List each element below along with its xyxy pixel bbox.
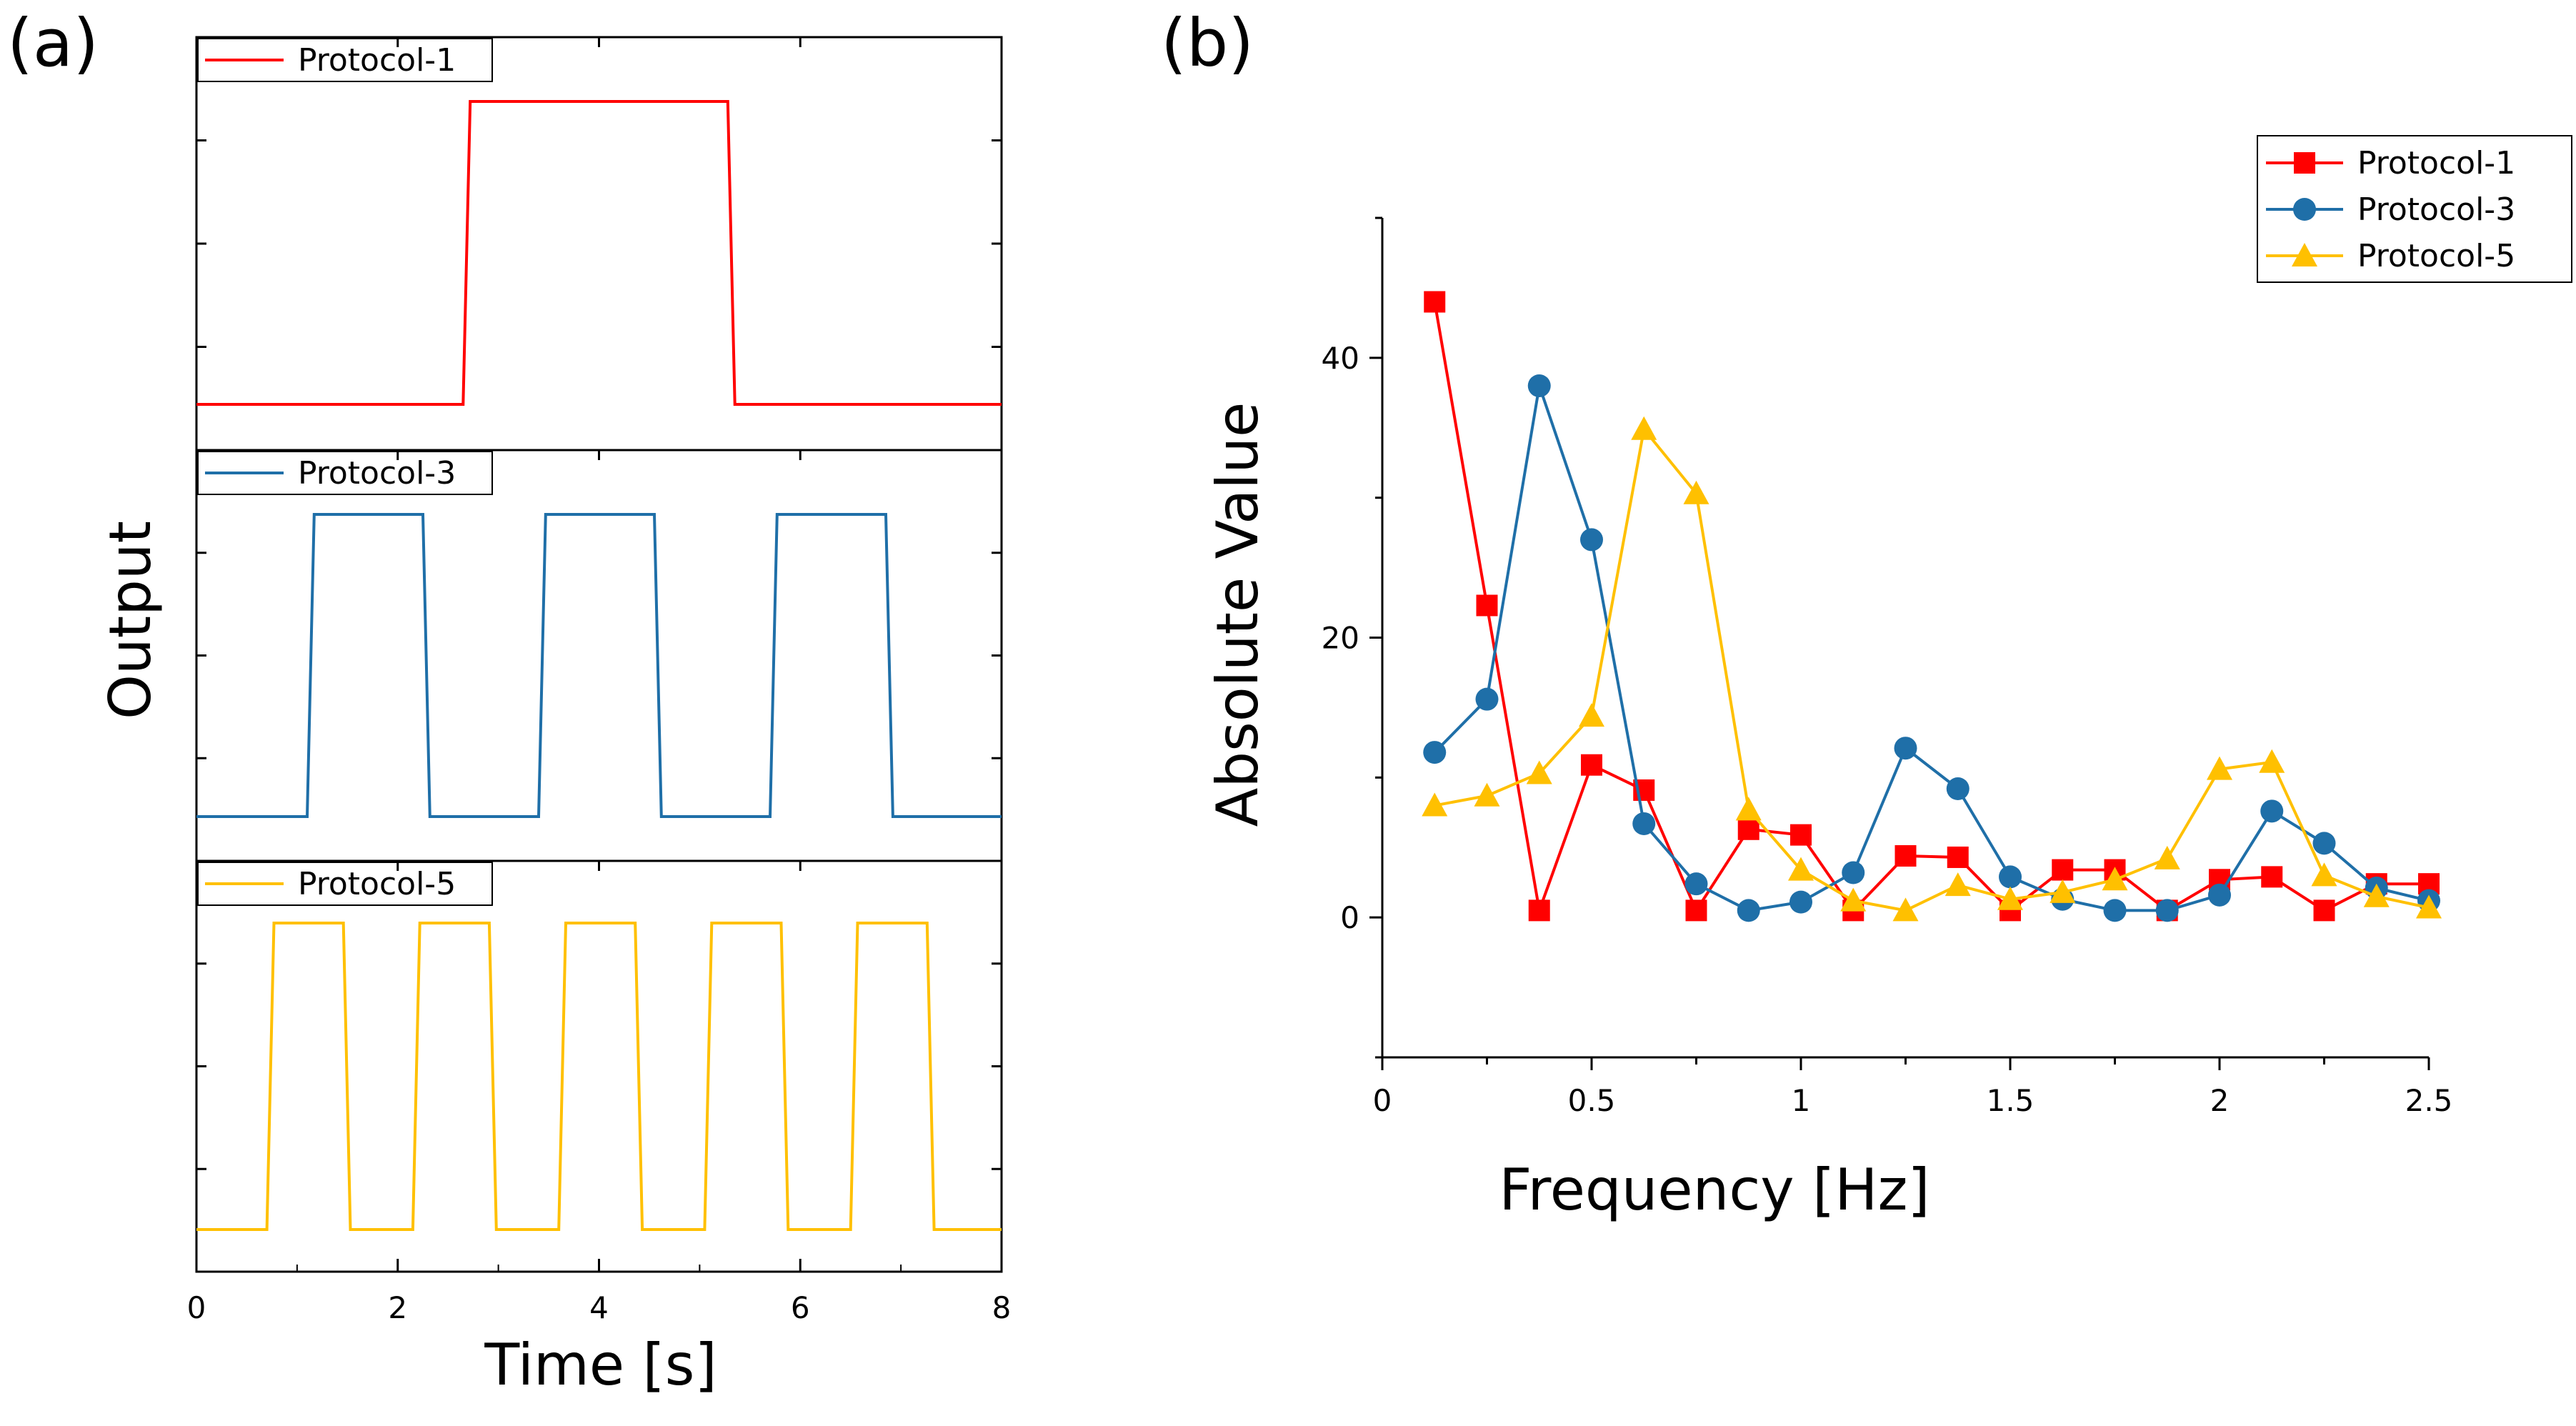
data-point-protocol-3 xyxy=(1527,374,1551,397)
x-tick-label: 1 xyxy=(1792,1083,1811,1118)
data-point-protocol-5 xyxy=(2259,749,2285,773)
data-point-protocol-3 xyxy=(1894,737,1917,760)
data-point-protocol-1 xyxy=(2261,866,2283,888)
data-point-protocol-3 xyxy=(1737,899,1760,922)
x-tick-label: 2 xyxy=(388,1290,407,1325)
data-point-protocol-5 xyxy=(2102,867,2128,891)
data-point-protocol-3 xyxy=(1999,865,2022,889)
data-point-protocol-3 xyxy=(2260,799,2284,823)
x-tick-label: 0.5 xyxy=(1568,1083,1616,1118)
x-tick-label: 0 xyxy=(187,1290,206,1325)
legend-label-protocol-1: Protocol-1 xyxy=(2357,145,2515,181)
data-point-protocol-1 xyxy=(1581,754,1602,776)
panel-a-time-plots: Protocol-1 Protocol-3 Protocol-5 0 2 4 6 8 xyxy=(187,36,1012,1325)
data-point-protocol-3 xyxy=(2312,832,2336,855)
data-point-protocol-3 xyxy=(2155,899,2179,922)
panel-a-ylabel: Output xyxy=(97,521,164,719)
data-point-protocol-1 xyxy=(2313,899,2335,922)
x-tick-label: 1.5 xyxy=(1987,1083,2035,1118)
legend-label-protocol-5: Protocol-5 xyxy=(2357,238,2515,274)
series-line-protocol-3 xyxy=(1433,385,2430,912)
data-point-protocol-5 xyxy=(1474,782,1500,807)
data-point-protocol-5 xyxy=(1631,416,1657,440)
x-tick-label: 2.5 xyxy=(2405,1083,2453,1118)
y-tick-label: 20 xyxy=(1322,621,1359,656)
panel-a-label: (a) xyxy=(7,5,99,81)
data-point-protocol-3 xyxy=(1423,741,1447,764)
data-point-protocol-1 xyxy=(1737,818,1759,840)
legend-marker-protocol-3 xyxy=(2293,198,2316,221)
data-point-protocol-3 xyxy=(1789,890,1812,914)
subplot-frame-2 xyxy=(195,449,1003,862)
data-point-protocol-3 xyxy=(1842,861,1865,884)
data-point-protocol-5 xyxy=(2416,894,2442,919)
data-point-protocol-3 xyxy=(1684,872,1708,896)
data-point-protocol-5 xyxy=(1788,857,1814,881)
series-line-protocol-5 xyxy=(1434,426,2430,912)
data-point-protocol-5 xyxy=(1422,792,1448,817)
x-tick-label: 0 xyxy=(1373,1083,1392,1118)
data-point-protocol-5 xyxy=(1892,897,1919,922)
data-point-protocol-1 xyxy=(1424,291,1446,313)
data-point-protocol-3 xyxy=(2103,899,2127,922)
data-point-protocol-3 xyxy=(2208,883,2231,907)
data-point-protocol-5 xyxy=(1945,872,1971,897)
subplot-frame-1 xyxy=(195,36,1003,452)
data-point-protocol-5 xyxy=(1997,886,2023,910)
panel-b-xlabel: Frequency [Hz] xyxy=(1499,1157,1929,1223)
data-point-protocol-1 xyxy=(1476,594,1498,617)
y-tick-label: 0 xyxy=(1340,900,1359,935)
panel-a-xlabel: Time [s] xyxy=(484,1332,717,1398)
data-point-protocol-1 xyxy=(2052,859,2074,881)
data-point-protocol-1 xyxy=(1685,899,1707,922)
data-point-protocol-5 xyxy=(1526,760,1552,784)
data-point-protocol-3 xyxy=(1946,777,1970,800)
series-line-protocol-5 xyxy=(196,922,1002,1231)
data-point-protocol-5 xyxy=(2311,862,2337,887)
data-point-protocol-5 xyxy=(1735,797,1762,821)
data-point-protocol-5 xyxy=(1579,703,1604,727)
data-point-protocol-3 xyxy=(1475,687,1499,711)
legend-label-protocol-3: Protocol-3 xyxy=(2357,191,2515,228)
x-tick-label: 4 xyxy=(589,1290,609,1325)
data-point-protocol-5 xyxy=(1683,480,1709,504)
x-tick-label: 8 xyxy=(992,1290,1012,1325)
legend-marker-protocol-1 xyxy=(2294,152,2315,174)
x-tick-label: 2 xyxy=(2210,1083,2230,1118)
panel-b-label: (b) xyxy=(1161,5,1254,81)
data-point-protocol-5 xyxy=(1840,887,1867,912)
data-point-protocol-1 xyxy=(1790,824,1812,846)
panel-b-ylabel: Absolute Value xyxy=(1204,402,1271,827)
series-line-protocol-3 xyxy=(196,513,1002,818)
data-point-protocol-5 xyxy=(2363,883,2390,907)
data-point-protocol-3 xyxy=(1632,812,1656,835)
legend-label-protocol-1: Protocol-1 xyxy=(298,42,456,79)
data-point-protocol-5 xyxy=(2154,845,2180,869)
legend-label-protocol-5: Protocol-5 xyxy=(298,866,456,902)
data-point-protocol-1 xyxy=(1894,845,1917,867)
panel-b-frequency-plot: 0 20 40 0 0.5 1 1.5 2 2.5 Protocol-1 Protocol-3 Pro… xyxy=(1322,135,2572,1118)
series-line-protocol-1 xyxy=(196,100,1002,406)
data-point-protocol-1 xyxy=(1947,846,1969,868)
x-tick-label: 6 xyxy=(791,1290,810,1325)
data-point-protocol-5 xyxy=(2207,756,2232,780)
data-point-protocol-5 xyxy=(2050,879,2076,903)
data-point-protocol-3 xyxy=(1580,528,1603,552)
legend-label-protocol-3: Protocol-3 xyxy=(298,455,456,492)
data-point-protocol-1 xyxy=(1528,899,1550,922)
legend-marker-protocol-5 xyxy=(2292,243,2317,266)
y-tick-label: 40 xyxy=(1322,341,1359,376)
